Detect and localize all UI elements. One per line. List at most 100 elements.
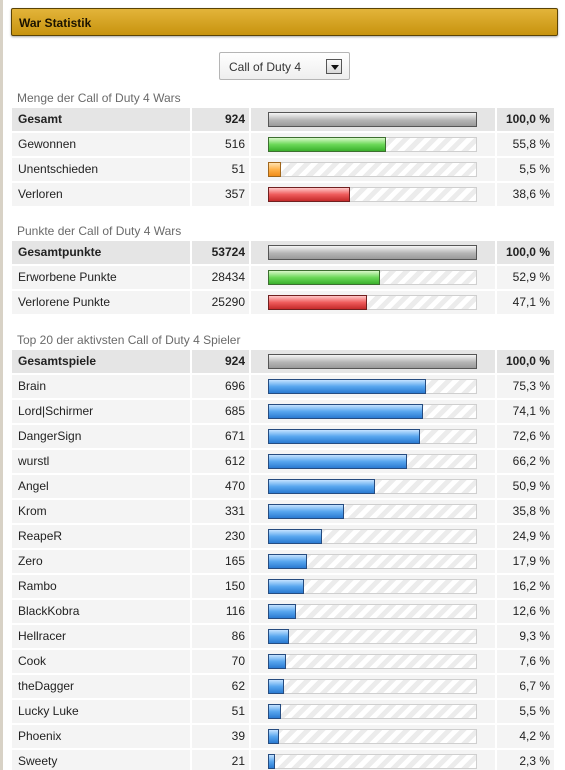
progress-track <box>268 504 477 519</box>
row-count: 51 <box>192 158 249 181</box>
progress-track <box>268 729 477 744</box>
row-percent: 74,1 % <box>497 400 554 423</box>
progress-track <box>268 379 477 394</box>
row-bar-cell <box>251 400 495 423</box>
progress-fill <box>268 187 350 202</box>
row-bar-cell <box>251 575 495 598</box>
progress-fill <box>268 604 296 619</box>
progress-track <box>268 270 477 285</box>
progress-fill <box>268 429 420 444</box>
progress-fill <box>268 554 307 569</box>
row-bar-cell <box>251 500 495 523</box>
row-count: 331 <box>192 500 249 523</box>
progress-fill <box>268 754 275 769</box>
table-row: DangerSign 671 72,6 % <box>12 425 554 448</box>
row-count: 357 <box>192 183 249 206</box>
row-bar-cell <box>251 475 495 498</box>
row-bar-cell <box>251 700 495 723</box>
row-percent: 17,9 % <box>497 550 554 573</box>
row-count: 25290 <box>192 291 249 314</box>
row-count: 150 <box>192 575 249 598</box>
row-bar-cell <box>251 158 495 181</box>
row-label: Cook <box>12 650 190 673</box>
table-row: Gewonnen 516 55,8 % <box>12 133 554 156</box>
game-select-value: Call of Duty 4 <box>229 60 302 74</box>
progress-fill <box>268 137 386 152</box>
table-row: Hellracer 86 9,3 % <box>12 625 554 648</box>
progress-track <box>268 704 477 719</box>
row-label: Phoenix <box>12 725 190 748</box>
row-label: Lord|Schirmer <box>12 400 190 423</box>
progress-track <box>268 529 477 544</box>
row-percent: 7,6 % <box>497 650 554 673</box>
row-percent: 50,9 % <box>497 475 554 498</box>
table-row: Verloren 357 38,6 % <box>12 183 554 206</box>
table-row: Rambo 150 16,2 % <box>12 575 554 598</box>
row-count: 51 <box>192 700 249 723</box>
row-label: Angel <box>12 475 190 498</box>
row-label: Verloren <box>12 183 190 206</box>
progress-track <box>268 245 477 260</box>
row-percent: 52,9 % <box>497 266 554 289</box>
chevron-down-icon[interactable] <box>326 59 342 74</box>
row-percent: 100,0 % <box>497 241 554 264</box>
progress-fill <box>268 679 284 694</box>
progress-fill <box>268 729 279 744</box>
row-bar-cell <box>251 291 495 314</box>
progress-track <box>268 354 477 369</box>
row-percent: 5,5 % <box>497 158 554 181</box>
row-bar-cell <box>251 600 495 623</box>
row-count: 685 <box>192 400 249 423</box>
progress-fill <box>268 704 281 719</box>
progress-fill <box>268 654 286 669</box>
row-label: Gewonnen <box>12 133 190 156</box>
progress-fill <box>268 162 281 177</box>
progress-track <box>268 295 477 310</box>
progress-track <box>268 679 477 694</box>
progress-track <box>268 579 477 594</box>
row-bar-cell <box>251 750 495 770</box>
row-count: 39 <box>192 725 249 748</box>
row-bar-cell <box>251 525 495 548</box>
section-title: Punkte der Call of Duty 4 Wars <box>17 224 182 238</box>
row-label: Zero <box>12 550 190 573</box>
row-bar-cell <box>251 108 495 131</box>
row-label: Hellracer <box>12 625 190 648</box>
row-label: Gesamt <box>12 108 190 131</box>
row-percent: 2,3 % <box>497 750 554 770</box>
row-count: 21 <box>192 750 249 770</box>
progress-fill <box>268 404 423 419</box>
row-count: 470 <box>192 475 249 498</box>
row-percent: 24,9 % <box>497 525 554 548</box>
row-count: 53724 <box>192 241 249 264</box>
row-label: Verlorene Punkte <box>12 291 190 314</box>
row-bar-cell <box>251 350 495 373</box>
row-label: Erworbene Punkte <box>12 266 190 289</box>
row-percent: 35,8 % <box>497 500 554 523</box>
row-percent: 5,5 % <box>497 700 554 723</box>
progress-track <box>268 162 477 177</box>
section-title: Top 20 der aktivsten Call of Duty 4 Spie… <box>17 333 241 347</box>
row-bar-cell <box>251 450 495 473</box>
row-label: Gesamtpunkte <box>12 241 190 264</box>
row-percent: 6,7 % <box>497 675 554 698</box>
game-select[interactable]: Call of Duty 4 <box>219 52 350 80</box>
table-row: Phoenix 39 4,2 % <box>12 725 554 748</box>
panel-header: War Statistik <box>11 8 558 36</box>
row-bar-cell <box>251 550 495 573</box>
table-row: ReapeR 230 24,9 % <box>12 525 554 548</box>
row-label: DangerSign <box>12 425 190 448</box>
row-percent: 4,2 % <box>497 725 554 748</box>
table-total-row: Gesamt 924 100,0 % <box>12 108 554 131</box>
row-bar-cell <box>251 625 495 648</box>
row-count: 116 <box>192 600 249 623</box>
progress-fill <box>268 379 426 394</box>
row-label: Krom <box>12 500 190 523</box>
table-row: Cook 70 7,6 % <box>12 650 554 673</box>
table-row: Lord|Schirmer 685 74,1 % <box>12 400 554 423</box>
row-bar-cell <box>251 133 495 156</box>
row-label: Lucky Luke <box>12 700 190 723</box>
progress-track <box>268 604 477 619</box>
progress-fill <box>268 112 477 127</box>
